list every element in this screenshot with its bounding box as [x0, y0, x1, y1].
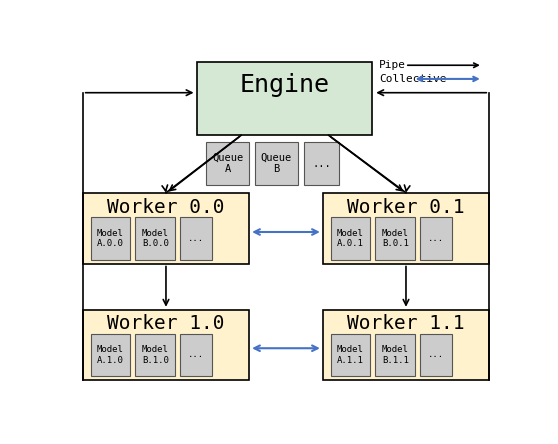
Text: Collective: Collective: [379, 74, 446, 84]
Text: Worker 1.0: Worker 1.0: [107, 314, 225, 333]
Bar: [304, 142, 339, 185]
Text: ...: ...: [188, 350, 204, 360]
Bar: [180, 218, 211, 260]
Bar: [180, 333, 211, 377]
Text: ...: ...: [428, 234, 444, 243]
Bar: [136, 333, 175, 377]
Bar: [90, 333, 131, 377]
Text: Model
B.1.0: Model B.1.0: [142, 345, 169, 365]
Text: Model
A.1.1: Model A.1.1: [337, 345, 364, 365]
Bar: [198, 62, 373, 135]
Text: Model
B.0.1: Model B.0.1: [382, 229, 409, 249]
Text: ...: ...: [188, 234, 204, 243]
Text: Queue
A: Queue A: [212, 153, 243, 174]
Text: Model
A.0.1: Model A.0.1: [337, 229, 364, 249]
Bar: [323, 310, 489, 380]
Text: Worker 0.0: Worker 0.0: [107, 198, 225, 217]
Bar: [421, 218, 451, 260]
Bar: [255, 142, 298, 185]
Text: ...: ...: [428, 350, 444, 360]
Bar: [376, 218, 415, 260]
Bar: [421, 333, 451, 377]
Bar: [376, 333, 415, 377]
Text: Queue
B: Queue B: [261, 153, 292, 174]
Bar: [90, 218, 131, 260]
Text: Engine: Engine: [240, 73, 330, 97]
Text: ...: ...: [312, 159, 331, 169]
Text: Model
B.1.1: Model B.1.1: [382, 345, 409, 365]
Bar: [136, 218, 175, 260]
Bar: [330, 218, 371, 260]
Text: Pipe: Pipe: [379, 60, 406, 70]
Text: Model
A.0.0: Model A.0.0: [97, 229, 124, 249]
Bar: [206, 142, 249, 185]
Text: Worker 1.1: Worker 1.1: [347, 314, 465, 333]
Bar: [323, 194, 489, 264]
Text: Model
A.1.0: Model A.1.0: [97, 345, 124, 365]
Text: Worker 0.1: Worker 0.1: [347, 198, 465, 217]
Bar: [83, 194, 249, 264]
Text: Model
B.0.0: Model B.0.0: [142, 229, 169, 249]
Bar: [330, 333, 371, 377]
Bar: [83, 310, 249, 380]
